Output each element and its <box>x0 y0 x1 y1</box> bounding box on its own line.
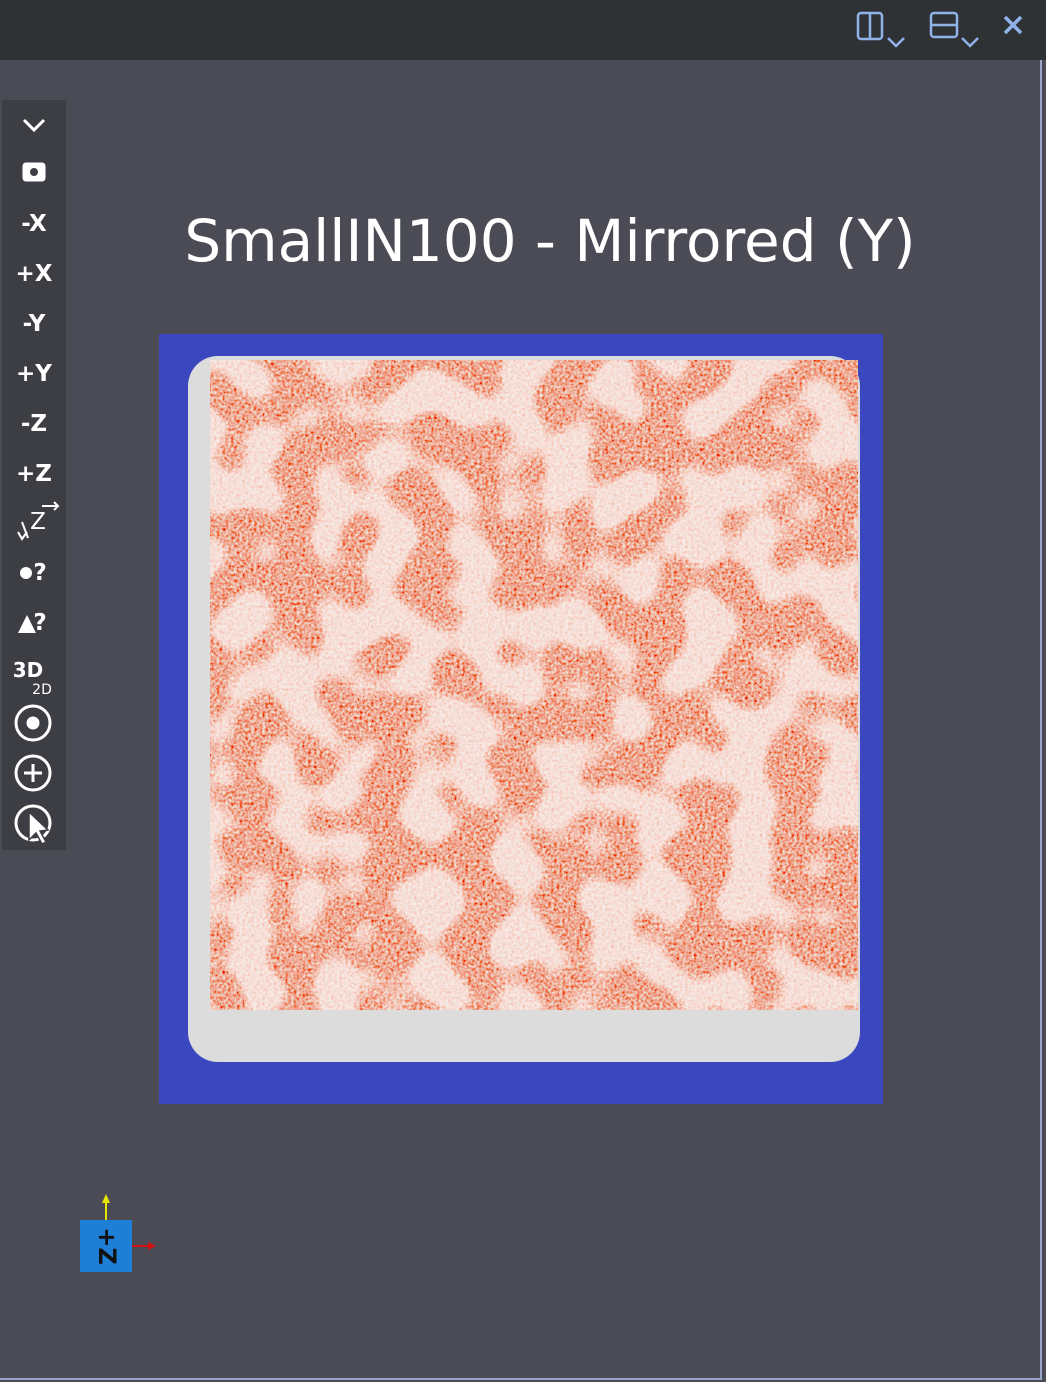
camera-toolbar: -X +X -Y +Y -Z +Z Z ? ? 3D 2D <box>2 100 66 850</box>
view-plus-z-button[interactable]: +Z <box>16 461 52 487</box>
point-pick-button[interactable]: ? <box>33 560 47 586</box>
mode-2d-label: 2D <box>32 682 52 698</box>
close-button[interactable] <box>1003 15 1023 35</box>
collapse-button[interactable] <box>22 118 46 133</box>
toolbar-icons <box>14 118 60 845</box>
cell-pick-button[interactable]: ? <box>33 610 47 636</box>
pick-center-button[interactable] <box>14 804 52 842</box>
view-title: SmallIN100 - Mirrored (Y) <box>184 207 916 275</box>
header-icons <box>856 11 1023 48</box>
view-plus-x-button[interactable]: +X <box>15 261 53 287</box>
view-minus-z-button[interactable]: -Z <box>20 411 48 437</box>
zoom-button[interactable] <box>14 754 52 792</box>
view-plus-y-button[interactable]: +Y <box>16 361 52 387</box>
render-view: +Z <box>0 60 1042 1380</box>
axis-label: +Z <box>93 1227 121 1265</box>
view-minus-x-button[interactable]: -X <box>21 211 47 237</box>
rotate-z-button[interactable]: Z <box>30 509 46 535</box>
view-minus-y-button[interactable]: -Y <box>22 311 46 337</box>
view-header <box>0 0 1046 60</box>
render-canvas: +Z <box>80 334 883 1272</box>
grain-boundaries <box>210 360 858 1010</box>
rotate-center-button[interactable] <box>14 704 52 742</box>
orientation-axes <box>80 1220 132 1272</box>
mode-3d-button[interactable]: 3D <box>12 658 44 682</box>
